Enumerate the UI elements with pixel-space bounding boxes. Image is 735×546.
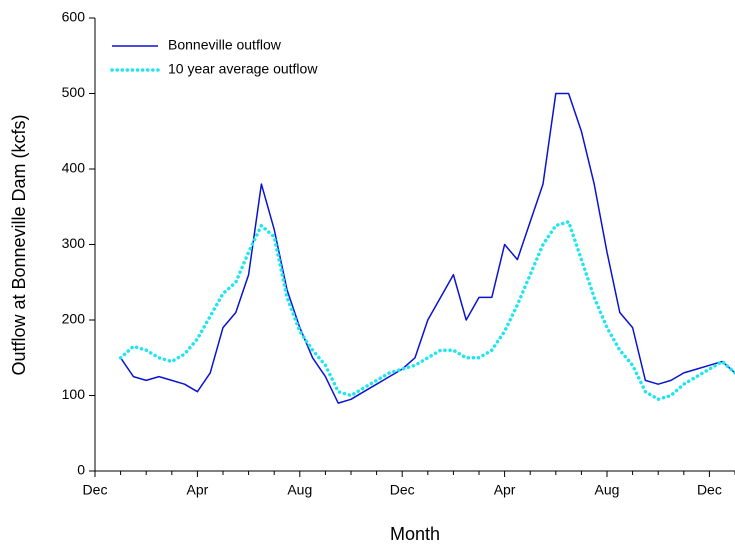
x-tick-label: Apr <box>494 482 516 498</box>
y-tick-label: 300 <box>62 235 86 251</box>
y-tick-label: 500 <box>62 84 86 100</box>
x-tick-label: Dec <box>390 482 415 498</box>
y-tick-label: 200 <box>62 311 86 327</box>
x-tick-label: Dec <box>697 482 722 498</box>
y-tick-label: 600 <box>62 9 86 25</box>
x-tick-label: Aug <box>287 482 312 498</box>
x-tick-label: Apr <box>187 482 209 498</box>
x-tick-label: Dec <box>83 482 108 498</box>
y-tick-label: 0 <box>77 462 85 478</box>
x-axis-title: Month <box>390 524 440 544</box>
series-line <box>118 220 735 402</box>
series-line <box>119 92 735 404</box>
x-tick-label: Aug <box>595 482 620 498</box>
y-tick-label: 100 <box>62 386 86 402</box>
y-axis-title: Outflow at Bonneville Dam (kcfs) <box>9 114 29 375</box>
legend-label: 10 year average outflow <box>168 61 318 77</box>
y-tick-label: 400 <box>62 160 86 176</box>
legend-label: Bonneville outflow <box>168 37 282 53</box>
